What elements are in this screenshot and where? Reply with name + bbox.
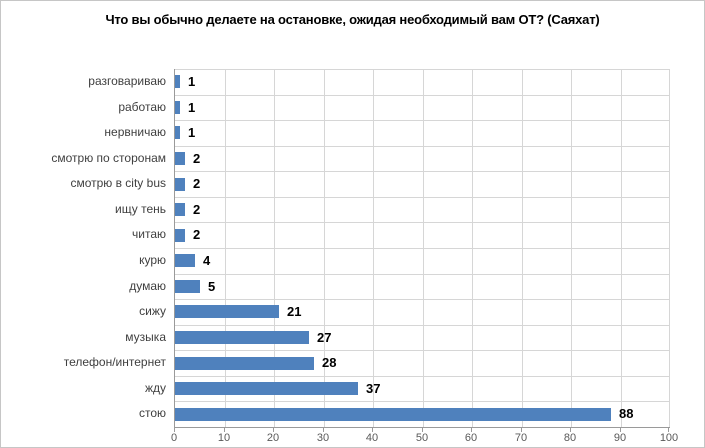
gridline-horizontal — [175, 222, 670, 223]
bar — [175, 203, 185, 216]
x-tick-label: 100 — [659, 432, 679, 444]
gridline-horizontal — [175, 401, 670, 402]
bar — [175, 357, 314, 370]
category-label: читаю — [132, 227, 166, 241]
x-tick-label: 60 — [464, 432, 478, 444]
category-label: думаю — [129, 279, 166, 293]
gridline-horizontal — [175, 248, 670, 249]
gridline-horizontal — [175, 95, 670, 96]
category-label: нервничаю — [104, 125, 166, 139]
bar — [175, 254, 195, 267]
bar — [175, 126, 180, 139]
bar-value-label: 5 — [208, 279, 216, 294]
bar-value-label: 88 — [619, 406, 634, 421]
x-tick-mark — [668, 428, 669, 432]
gridline-horizontal — [175, 350, 670, 351]
x-tick-label: 20 — [266, 432, 280, 444]
bar-value-label: 21 — [287, 304, 302, 319]
bar-value-label: 2 — [193, 202, 201, 217]
bar-value-label: 2 — [193, 227, 201, 242]
gridline-horizontal — [175, 146, 670, 147]
x-tick-mark — [570, 428, 571, 432]
bar — [175, 331, 309, 344]
gridline-horizontal — [175, 299, 670, 300]
gridline-horizontal — [175, 376, 670, 377]
gridline-horizontal — [175, 197, 670, 198]
bar-value-label: 2 — [193, 151, 201, 166]
gridline-horizontal — [175, 69, 670, 70]
category-label: работаю — [118, 100, 166, 114]
category-label: смотрю в city bus — [70, 176, 166, 190]
x-tick-mark — [521, 428, 522, 432]
bar-value-label: 1 — [188, 100, 196, 115]
category-label: стою — [138, 406, 166, 420]
bar-value-label: 4 — [203, 253, 211, 268]
category-label: разговариваю — [88, 74, 166, 88]
category-label: сижу — [139, 304, 166, 318]
x-tick-mark — [422, 428, 423, 432]
x-tick-label: 70 — [514, 432, 528, 444]
x-tick-label: 10 — [217, 432, 231, 444]
x-tick-mark — [273, 428, 274, 432]
value-axis: 0 10 20 30 40 50 60 70 80 90 100 — [171, 428, 678, 447]
bar-value-label: 1 — [188, 125, 196, 140]
bar-value-label: 2 — [193, 176, 201, 191]
bar-value-label: 28 — [322, 355, 337, 370]
x-tick-mark — [471, 428, 472, 432]
x-tick-label: 0 — [170, 432, 178, 444]
x-tick-label: 80 — [563, 432, 577, 444]
x-tick-mark — [174, 428, 175, 432]
x-tick-mark — [372, 428, 373, 432]
x-tick-mark — [323, 428, 324, 432]
category-label: ищу тень — [115, 202, 166, 216]
x-tick-label: 40 — [365, 432, 379, 444]
x-tick-label: 90 — [613, 432, 627, 444]
category-label: телефон/интернет — [63, 355, 166, 369]
gridline-horizontal — [175, 120, 670, 121]
category-label: жду — [144, 381, 166, 395]
x-tick-label: 50 — [415, 432, 429, 444]
bar — [175, 75, 180, 88]
category-label: курю — [139, 253, 166, 267]
gridline-horizontal — [175, 274, 670, 275]
bar — [175, 408, 611, 421]
chart-title: Что вы обычно делаете на остановке, ожид… — [105, 12, 600, 27]
bar-value-label: 1 — [188, 74, 196, 89]
x-tick-mark — [224, 428, 225, 432]
bar-value-label: 27 — [317, 330, 332, 345]
bar — [175, 152, 185, 165]
bar — [175, 229, 185, 242]
gridline-horizontal — [175, 325, 670, 326]
x-tick-mark — [620, 428, 621, 432]
category-label: смотрю по сторонам — [51, 151, 166, 165]
plot-area: 1 1 1 2 2 2 2 4 5 21 27 28 37 88 — [174, 69, 670, 428]
bar — [175, 382, 358, 395]
bar — [175, 178, 185, 191]
category-axis: разговариваю работаю нервничаю смотрю по ст… — [1, 69, 166, 427]
x-tick-label: 30 — [316, 432, 330, 444]
category-label: музыка — [125, 330, 166, 344]
bar — [175, 305, 279, 318]
gridline-horizontal — [175, 171, 670, 172]
bar — [175, 280, 200, 293]
bar-value-label: 37 — [366, 381, 381, 396]
bar — [175, 101, 180, 114]
